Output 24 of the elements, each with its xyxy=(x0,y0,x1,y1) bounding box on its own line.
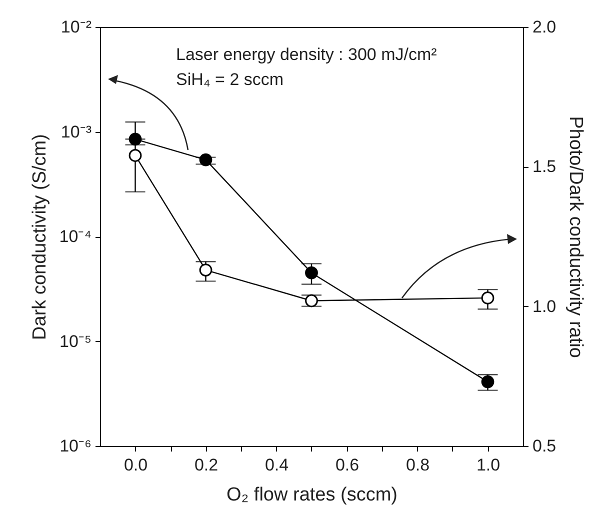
y-axis-title: Dark conductivity (S/cm) xyxy=(29,134,50,340)
point xyxy=(305,266,318,280)
y-tick-label: 10⁻⁴ xyxy=(59,227,92,246)
y2-tick-label: 1.5 xyxy=(532,157,556,176)
y2-tick-label: 2.0 xyxy=(532,18,556,36)
y-tick-label: 10⁻³ xyxy=(60,122,92,142)
y2-tick-label: 0.5 xyxy=(532,436,556,456)
annotation: SiH₄ = 2 sccm xyxy=(176,70,284,89)
x-tick-label: 0.4 xyxy=(264,456,289,474)
x-tick-label: 0.8 xyxy=(406,456,430,474)
point xyxy=(199,153,212,166)
x-tick-label: 0.2 xyxy=(194,456,218,474)
y-tick-label: 10⁻⁶ xyxy=(60,436,92,456)
point xyxy=(481,375,494,388)
y-tick-label: 10⁻⁵ xyxy=(60,332,92,351)
annotation: Laser energy density : 300 mJ/cm² xyxy=(176,45,438,64)
y2-axis-title: Photo/Dark conductivity ratio xyxy=(565,116,586,358)
x-axis-title: O₂ flow rates (sccm) xyxy=(226,484,398,506)
x-tick-label: 0.6 xyxy=(335,456,360,474)
x-tick-label: 0.0 xyxy=(124,456,148,474)
point xyxy=(128,132,142,146)
y2-tick-label: 1.0 xyxy=(532,296,556,316)
y-tick-label: 10⁻² xyxy=(60,18,92,36)
x-tick-label: 1.0 xyxy=(476,456,500,474)
